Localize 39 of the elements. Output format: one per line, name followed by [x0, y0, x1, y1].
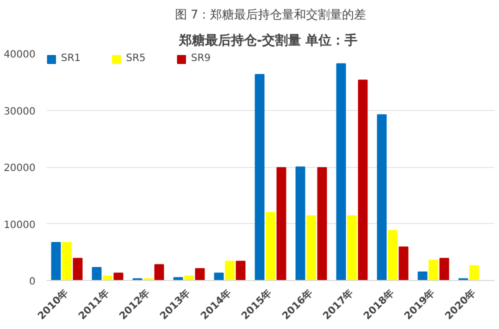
bar	[214, 272, 224, 280]
bar	[114, 272, 124, 280]
bar	[72, 258, 83, 280]
bar	[51, 242, 61, 280]
chart-title: 图 7：郑糖最后持仓量和交割量的差	[174, 8, 366, 22]
bar	[266, 212, 276, 280]
bar	[154, 264, 164, 280]
bar	[398, 246, 408, 280]
bar	[317, 167, 327, 280]
text: 郑糖最后持仓-交割量 单位：手	[178, 34, 358, 48]
y-tick-label: 10000	[4, 220, 36, 231]
bar	[195, 268, 205, 280]
legend-label: SR9	[191, 53, 211, 64]
bar	[439, 258, 450, 280]
y-tick-label: 20000	[4, 163, 36, 174]
bar	[184, 275, 194, 280]
y-tick-label: 0	[29, 276, 36, 288]
bar	[336, 63, 346, 280]
y-tick-label: 40000	[4, 50, 36, 60]
bar	[92, 266, 102, 280]
bar	[173, 277, 184, 280]
bar	[306, 215, 316, 280]
bar	[254, 74, 264, 280]
bar	[62, 242, 72, 280]
bar	[388, 230, 398, 280]
bar	[347, 215, 357, 280]
legend-label: SR5	[126, 53, 146, 64]
legend-label: SR1	[61, 53, 81, 64]
y-tick-label: 30000	[4, 106, 36, 118]
bar	[276, 167, 286, 280]
bar	[418, 271, 428, 280]
bar	[224, 260, 235, 280]
bar	[102, 275, 112, 280]
bar	[376, 114, 387, 280]
bar	[428, 260, 438, 280]
bar	[469, 265, 479, 280]
bar	[236, 260, 246, 280]
bar	[296, 166, 306, 280]
bar	[358, 80, 368, 280]
